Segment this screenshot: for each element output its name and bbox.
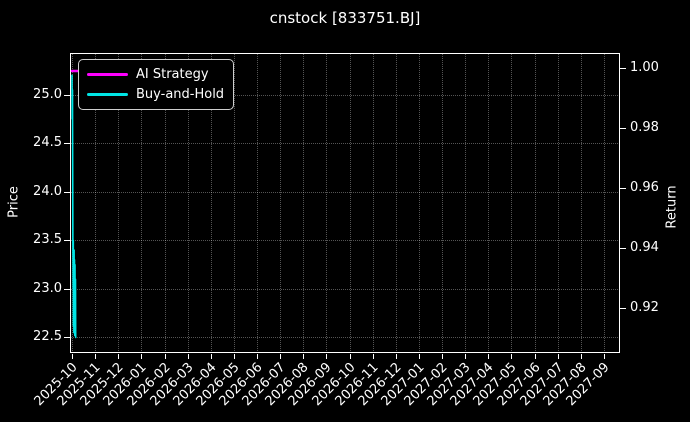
x-tick-mark [118,354,120,359]
x-tick-mark [534,354,536,359]
y-gridline [70,240,620,242]
price-tick-label: 23.0 [33,280,62,296]
plot-area [70,53,620,353]
y-gridline [70,337,620,339]
x-gridline [233,53,235,353]
x-gridline [187,53,189,353]
x-tick-mark [257,354,259,359]
return-tick-label: 0.92 [630,300,659,315]
x-tick-mark [72,354,73,359]
x-tick-mark [141,354,143,359]
price-tick-mark [64,143,70,145]
y-gridline [70,143,620,145]
x-gridline [210,53,212,353]
series-line-buy-and-hold [71,74,77,339]
x-gridline [418,53,420,353]
x-tick-mark [442,354,444,359]
return-tick-label: 0.94 [630,240,659,255]
price-tick-mark [64,288,70,290]
legend-label-buy-and-hold: Buy-and-Hold [136,86,225,102]
x-tick-mark [280,354,282,359]
x-gridline [303,53,305,353]
return-tick-mark [620,248,626,249]
x-tick-mark [233,354,235,359]
x-gridline [257,53,259,353]
return-tick-mark [620,128,626,129]
x-tick-mark [465,354,467,359]
x-gridline [604,53,605,353]
x-tick-mark [326,354,328,359]
return-tick-label: 1.00 [630,60,659,75]
x-gridline [557,53,559,353]
x-gridline [580,53,582,353]
return-tick-label: 0.98 [630,120,659,135]
x-gridline [349,53,351,353]
x-gridline [326,53,328,353]
x-tick-mark [303,354,305,359]
price-tick-mark [64,240,70,242]
ai-strategy-line-icon [87,72,128,76]
price-tick-label: 22.5 [33,329,62,345]
x-gridline [511,53,513,353]
x-gridline [141,53,143,353]
x-gridline [534,53,536,353]
x-gridline [395,53,397,353]
legend-item-ai-strategy: AI Strategy [87,64,224,84]
x-tick-mark [557,354,559,359]
return-tick-mark [620,68,626,69]
x-gridline [488,53,490,353]
chart-title: cnstock [833751.BJ] [269,9,421,27]
x-tick-mark [95,354,97,359]
price-tick-label: 24.0 [33,183,62,199]
price-tick-label: 24.5 [33,135,62,151]
return-tick-mark [620,308,626,309]
legend-item-buy-and-hold: Buy-and-Hold [87,84,224,104]
x-tick-mark [418,354,420,359]
x-tick-mark [395,354,397,359]
x-gridline [118,53,120,353]
return-tick-mark [620,188,626,189]
x-tick-mark [604,354,605,359]
price-tick-mark [64,94,70,96]
x-tick-mark [372,354,374,359]
legend: AI Strategy Buy-and-Hold [78,59,235,110]
return-tick-label: 0.96 [630,180,659,195]
price-tick-label: 25.0 [33,86,62,102]
legend-label-ai-strategy: AI Strategy [136,66,209,82]
price-tick-mark [64,337,70,339]
y-gridline [70,288,620,290]
x-gridline [164,53,166,353]
x-gridline [95,53,97,353]
x-gridline [280,53,282,353]
x-tick-mark [187,354,189,359]
x-tick-mark [164,354,166,359]
y-gridline [70,94,620,96]
y-gridline [70,191,620,193]
x-tick-mark [580,354,582,359]
x-gridline [372,53,374,353]
x-tick-mark [210,354,212,359]
buy-and-hold-line-icon [87,92,128,96]
x-tick-mark [488,354,490,359]
price-tick-label: 23.5 [33,232,62,248]
x-tick-mark [349,354,351,359]
x-tick-mark [511,354,513,359]
x-gridline [442,53,444,353]
price-tick-mark [64,191,70,193]
x-gridline [465,53,467,353]
